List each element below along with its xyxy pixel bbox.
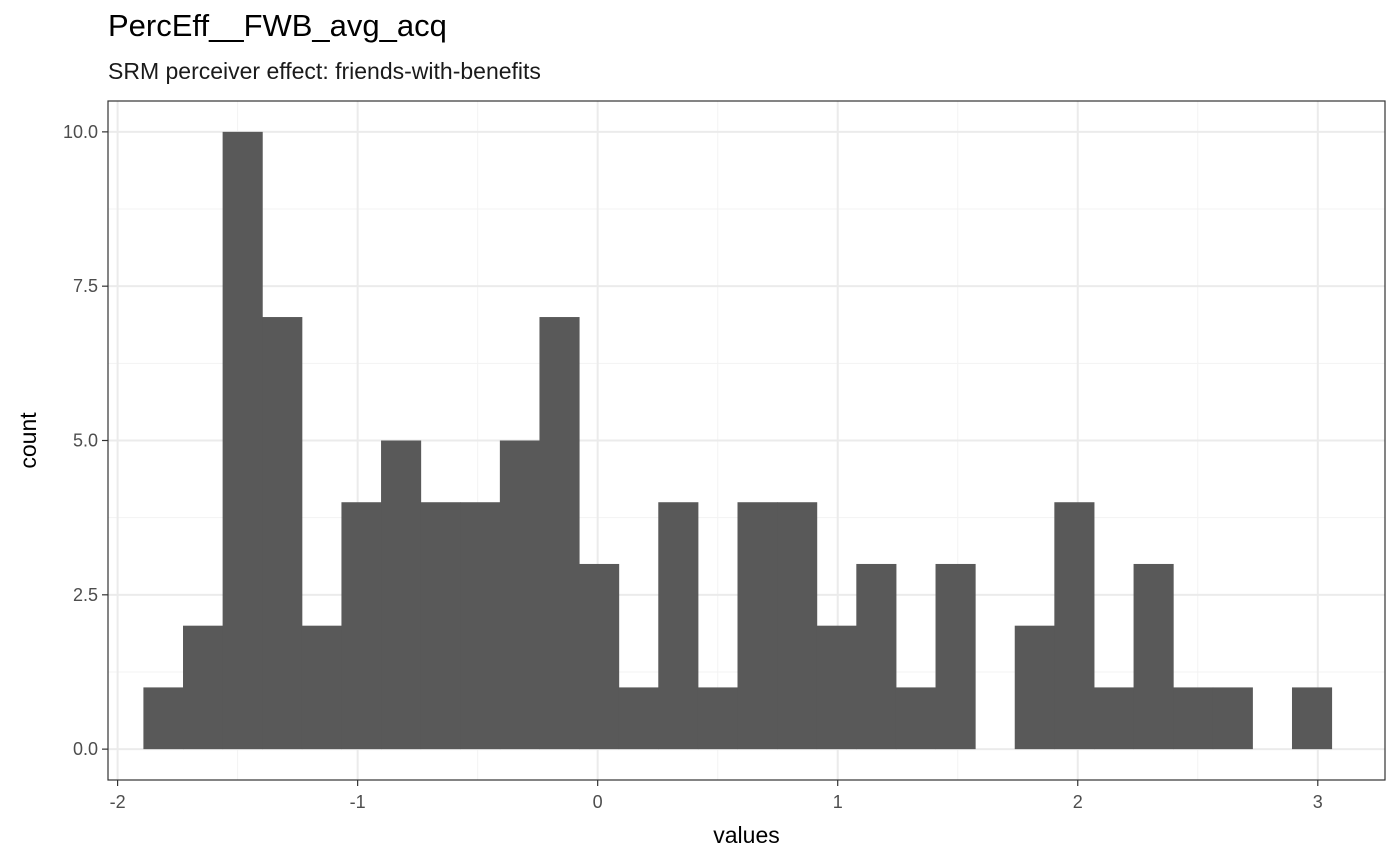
histogram-bar bbox=[341, 502, 382, 750]
x-tick-label: 0 bbox=[593, 792, 603, 812]
histogram-bar bbox=[777, 502, 818, 750]
x-tick-label: -1 bbox=[350, 792, 366, 812]
x-axis-title: values bbox=[713, 822, 779, 848]
histogram-bar bbox=[539, 317, 580, 750]
histogram-bar bbox=[499, 440, 540, 750]
histogram-bar bbox=[1133, 563, 1174, 750]
histogram-bar bbox=[737, 502, 778, 750]
histogram-bar bbox=[697, 687, 738, 750]
y-axis-title: count bbox=[15, 412, 41, 469]
x-tick-label: 1 bbox=[833, 792, 843, 812]
y-tick-label: 5.0 bbox=[73, 431, 98, 451]
histogram-bar bbox=[658, 502, 699, 750]
histogram-bar bbox=[856, 563, 897, 750]
y-tick-label: 0.0 bbox=[73, 739, 98, 759]
histogram-bar bbox=[381, 440, 422, 750]
histogram-bar bbox=[1291, 687, 1333, 750]
histogram-bar bbox=[1093, 687, 1135, 750]
histogram-bar bbox=[935, 563, 976, 750]
y-tick-label: 2.5 bbox=[73, 585, 98, 605]
y-tick-label: 7.5 bbox=[73, 276, 98, 296]
x-tick-label: -2 bbox=[110, 792, 126, 812]
axes: -2 -1 0 1 2 3 0.0 2.5 5.0 7.5 10.0 bbox=[63, 122, 1323, 812]
histogram-bar bbox=[301, 625, 342, 750]
histogram-bar bbox=[262, 317, 303, 750]
histogram-bar bbox=[1054, 502, 1095, 750]
x-tick-label: 3 bbox=[1313, 792, 1323, 812]
histogram-bar bbox=[222, 131, 263, 750]
chart-subtitle: SRM perceiver effect: friends-with-benef… bbox=[108, 58, 541, 84]
histogram-bar bbox=[618, 687, 659, 750]
y-tick-label: 10.0 bbox=[63, 122, 98, 142]
histogram-bar bbox=[895, 687, 937, 750]
histogram-bar bbox=[460, 502, 501, 750]
histogram-bar bbox=[579, 563, 620, 750]
histogram-bar bbox=[1173, 687, 1214, 750]
histogram-bars bbox=[143, 131, 1333, 750]
histogram-bar bbox=[183, 625, 224, 750]
chart-title: PercEff__FWB_avg_acq bbox=[108, 8, 447, 43]
histogram-bar bbox=[1212, 687, 1253, 750]
histogram-bar bbox=[816, 625, 857, 750]
histogram-bar bbox=[420, 502, 461, 750]
x-tick-label: 2 bbox=[1073, 792, 1083, 812]
histogram-bar bbox=[143, 687, 184, 750]
histogram-bar bbox=[1014, 625, 1055, 750]
